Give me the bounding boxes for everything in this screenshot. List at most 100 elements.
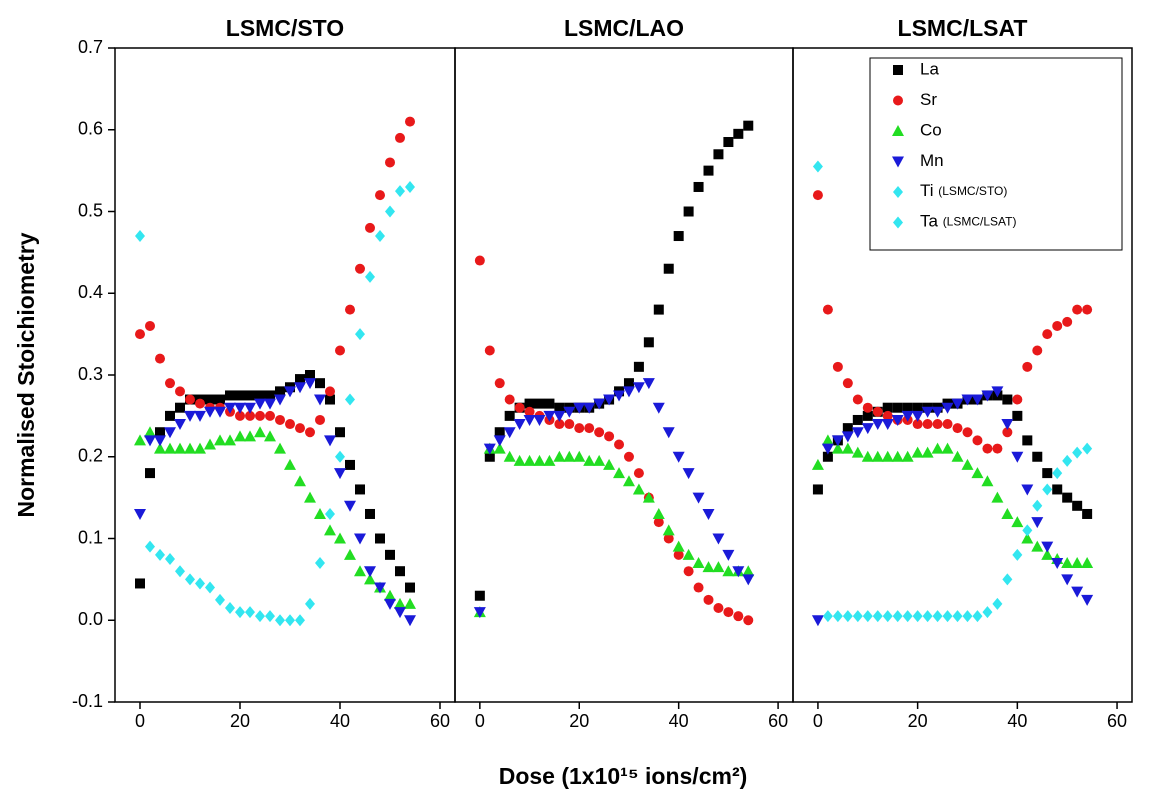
marker: [195, 577, 205, 590]
marker: [554, 419, 565, 430]
marker: [375, 230, 385, 243]
series: Mn: [134, 378, 416, 627]
marker: [493, 435, 506, 447]
marker: [394, 607, 406, 619]
marker: [355, 328, 365, 341]
marker: [932, 419, 943, 430]
marker: [871, 450, 884, 462]
marker: [693, 582, 704, 593]
marker: [384, 598, 396, 610]
marker: [971, 467, 984, 479]
marker: [821, 434, 834, 446]
marker: [992, 443, 1003, 454]
marker: [632, 483, 645, 495]
x-tick-label: 60: [1107, 711, 1127, 731]
marker: [325, 386, 335, 397]
marker: [912, 419, 923, 430]
marker: [1081, 594, 1094, 606]
marker: [225, 390, 235, 401]
marker: [891, 450, 904, 462]
marker: [513, 454, 526, 466]
marker: [244, 430, 256, 442]
marker: [364, 573, 376, 585]
marker: [155, 353, 165, 364]
marker: [1041, 548, 1054, 560]
marker: [712, 561, 725, 573]
marker: [404, 597, 416, 609]
marker: [604, 431, 615, 442]
marker: [245, 606, 255, 619]
marker: [881, 450, 894, 462]
marker: [384, 589, 396, 601]
marker: [1081, 557, 1094, 569]
marker: [1022, 361, 1033, 372]
marker: [583, 454, 596, 466]
marker: [503, 450, 516, 462]
marker: [673, 549, 684, 560]
marker: [305, 370, 315, 380]
y-tick-label: 0.7: [78, 37, 103, 57]
marker: [154, 442, 166, 454]
marker: [284, 386, 296, 398]
marker: [493, 442, 506, 454]
marker: [1041, 541, 1054, 553]
marker: [275, 414, 285, 425]
plot-frame: [454, 47, 794, 703]
marker: [951, 450, 964, 462]
marker: [1031, 540, 1044, 552]
marker: [672, 540, 685, 552]
x-tick-label: 0: [813, 711, 823, 731]
marker: [234, 430, 246, 442]
panel-title: LSMC/LAO: [564, 15, 684, 41]
marker: [673, 231, 684, 242]
marker: [961, 394, 974, 406]
marker: [831, 442, 844, 454]
marker: [1021, 484, 1034, 496]
marker: [224, 434, 236, 446]
marker: [405, 582, 415, 593]
marker: [861, 423, 874, 435]
marker: [155, 548, 165, 561]
marker: [901, 410, 914, 422]
marker: [254, 426, 266, 438]
marker: [204, 438, 216, 450]
marker: [942, 610, 953, 623]
marker: [375, 190, 385, 201]
marker: [345, 393, 355, 406]
marker: [483, 443, 496, 455]
x-tick-label: 20: [908, 711, 928, 731]
marker: [672, 451, 685, 463]
marker: [365, 508, 375, 519]
marker: [254, 398, 266, 410]
marker: [325, 507, 335, 520]
marker: [294, 475, 306, 487]
y-tick-label: 0.1: [78, 527, 103, 547]
marker: [1082, 442, 1093, 455]
marker: [234, 402, 246, 414]
marker: [134, 434, 146, 446]
marker: [145, 320, 155, 331]
marker: [175, 386, 185, 397]
marker: [365, 270, 375, 283]
marker: [812, 160, 823, 173]
marker: [693, 181, 704, 192]
marker: [952, 423, 963, 434]
marker: [692, 557, 705, 569]
series: Mn: [811, 386, 1094, 627]
marker: [852, 610, 863, 623]
legend-marker: [893, 95, 903, 106]
legend-box: [869, 57, 1123, 251]
marker: [632, 382, 645, 394]
marker: [354, 565, 366, 577]
marker: [345, 459, 355, 470]
marker: [912, 402, 923, 413]
marker: [355, 263, 365, 274]
marker: [811, 458, 824, 470]
marker: [215, 394, 225, 405]
y-tick-label: 0.2: [78, 446, 103, 466]
marker: [405, 180, 415, 193]
marker: [921, 406, 934, 418]
marker: [295, 423, 305, 434]
marker: [235, 606, 245, 619]
